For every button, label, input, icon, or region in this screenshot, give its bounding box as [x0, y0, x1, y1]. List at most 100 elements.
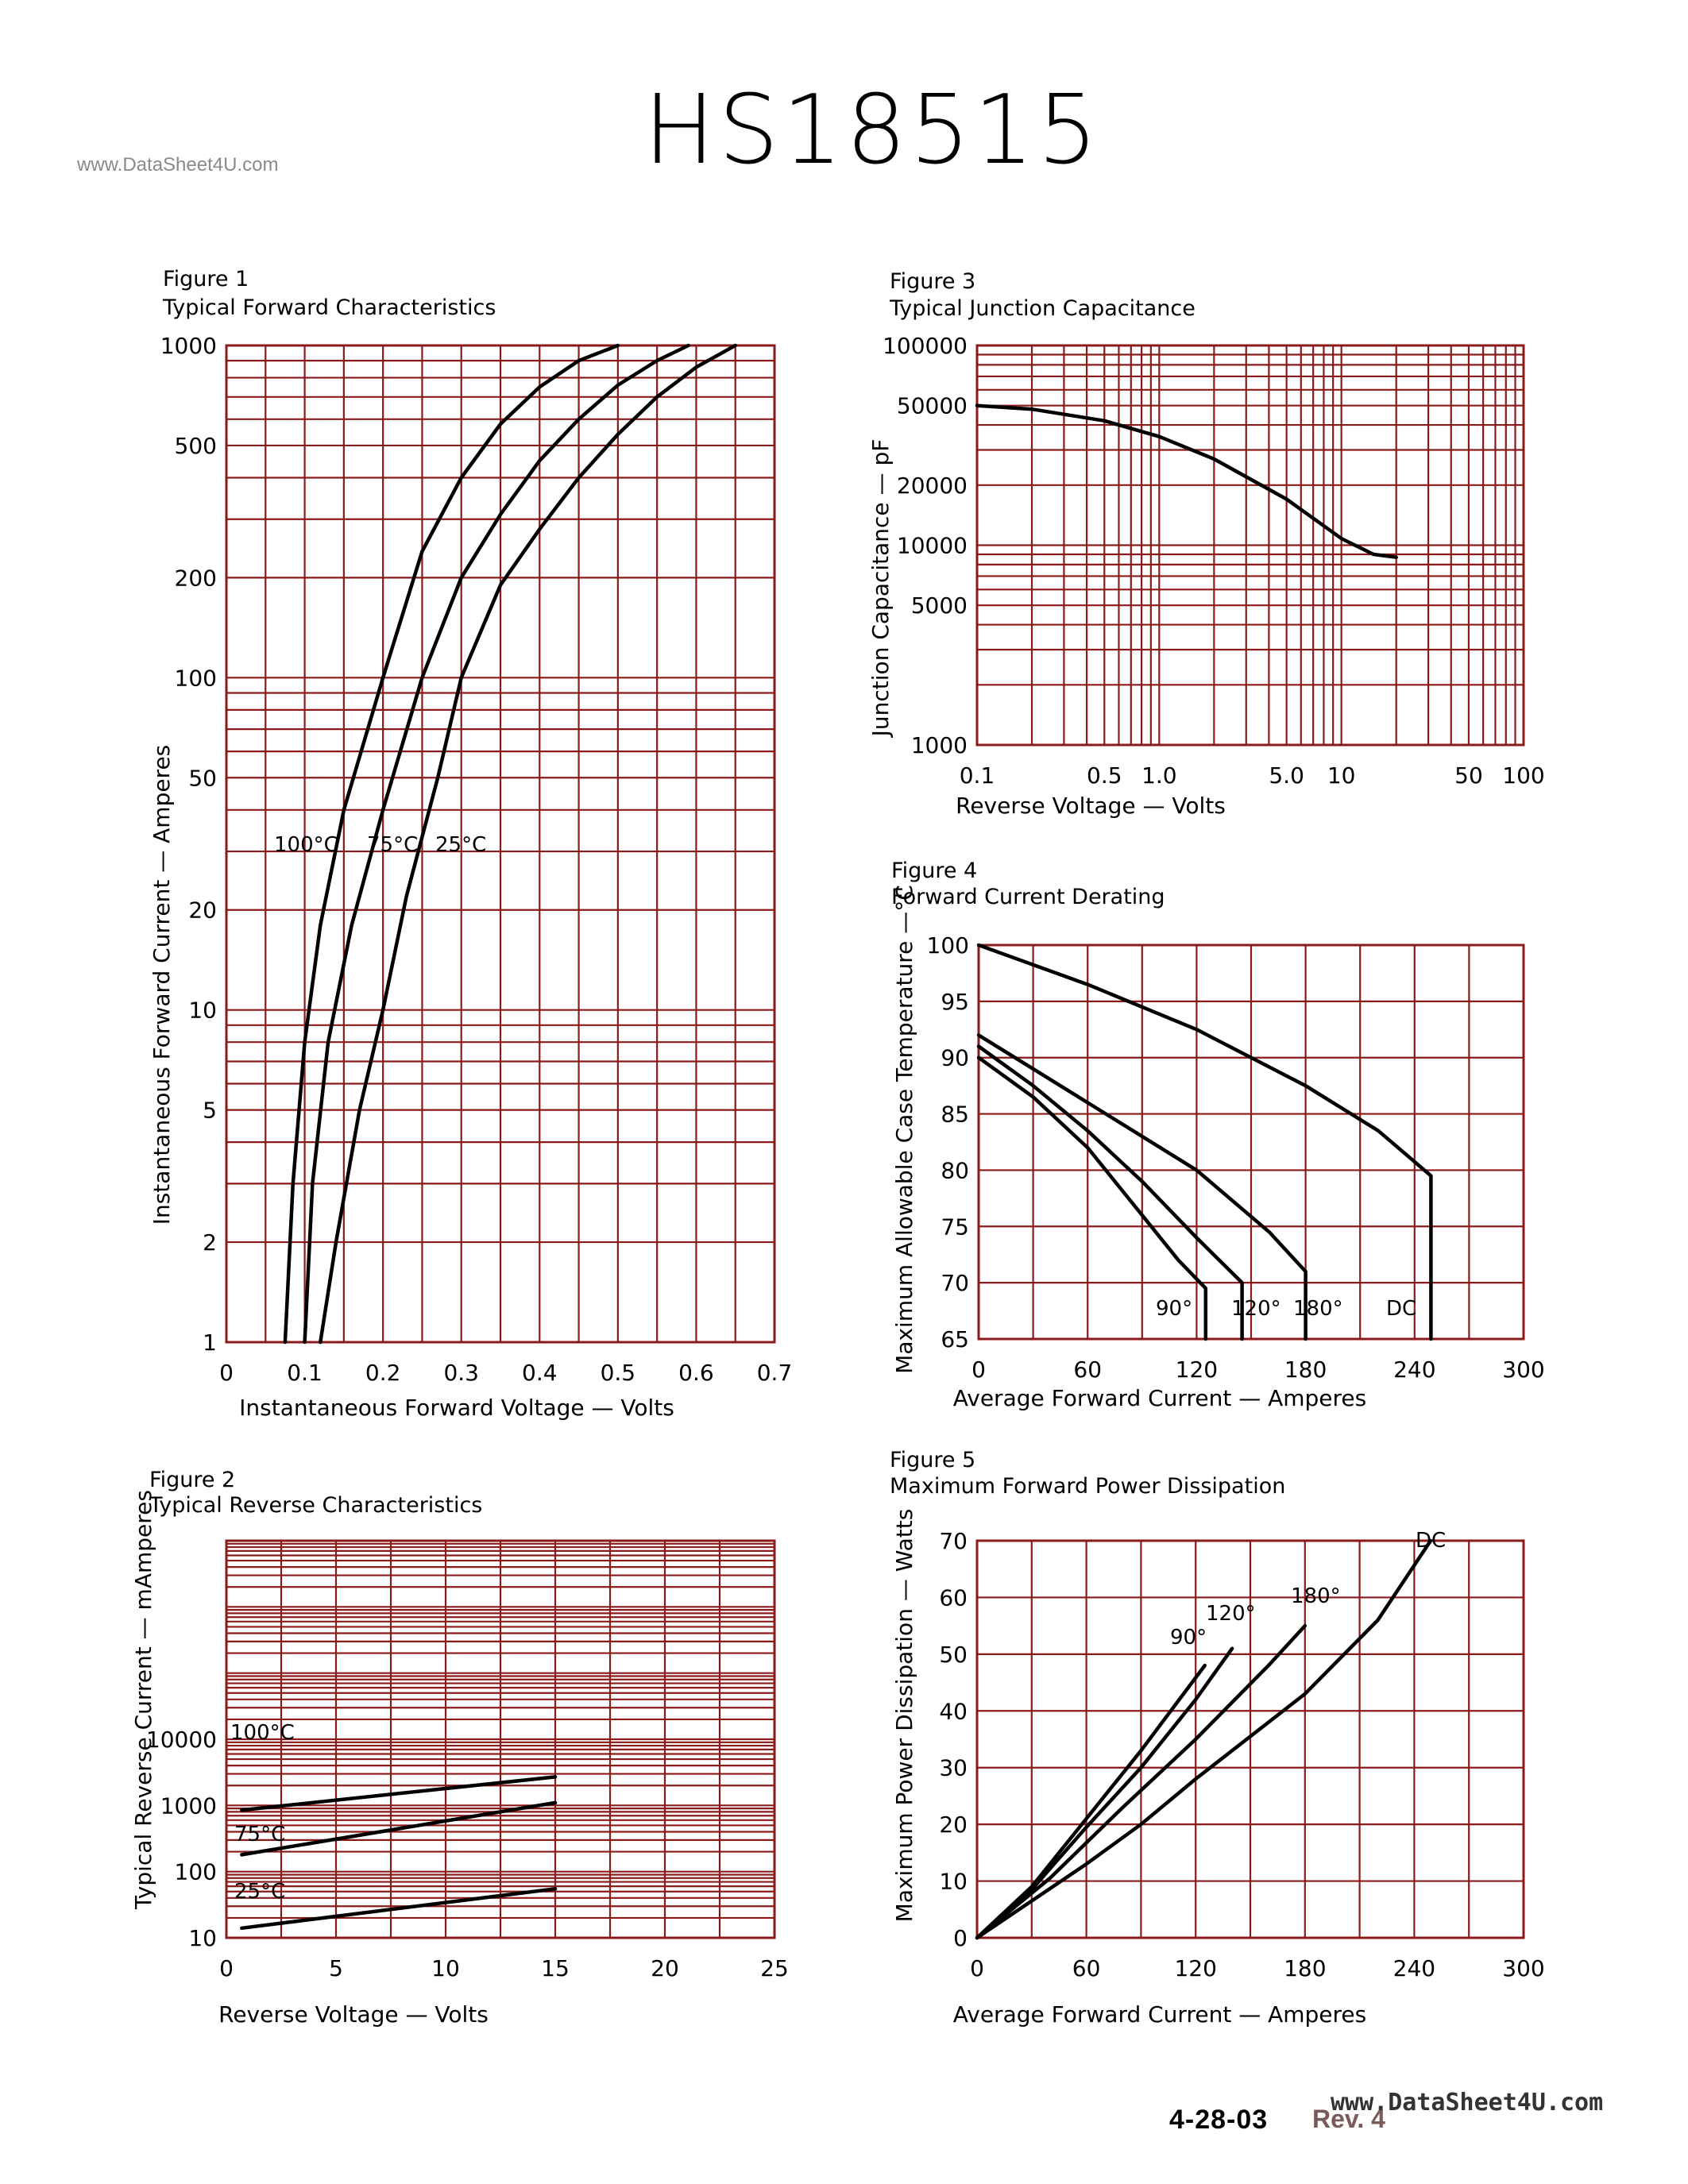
x-tick-label: 15 — [541, 1955, 570, 1981]
figure-5-curve-label-dc: DC — [1416, 1529, 1446, 1553]
series-line-25c — [319, 343, 737, 1345]
figure-5-curve-label-180: 180° — [1291, 1584, 1341, 1608]
figure-3-x-axis-label: Reverse Voltage — Volts — [956, 793, 1226, 819]
y-tick-label: 70 — [941, 1270, 969, 1296]
x-tick-label: 240 — [1393, 1356, 1435, 1383]
x-tick-label: 0.5 — [1087, 762, 1122, 789]
figure-3-y-ticks: 1000 5000 10000 20000 50000 100000 — [883, 333, 968, 758]
y-tick-label: 40 — [939, 1698, 968, 1724]
figure-5-curve-label-90: 90° — [1170, 1626, 1207, 1650]
page-title: HS18515 — [643, 75, 1102, 186]
x-tick-label: 25 — [760, 1955, 789, 1981]
figure-4-label: Figure 4 — [891, 859, 977, 883]
y-tick-label: 100 — [927, 932, 969, 959]
y-tick-label: 20000 — [897, 473, 968, 499]
y-tick-label: 65 — [941, 1326, 969, 1352]
footer-revision: Rev. 4 — [1312, 2105, 1385, 2133]
x-tick-label: 120 — [1174, 1955, 1216, 1981]
plot-frame — [977, 943, 1525, 1341]
figure-1-curves — [283, 343, 737, 1345]
series-line-180 — [976, 1033, 1308, 1341]
y-tick-label: 10 — [939, 1869, 968, 1895]
y-tick-label: 5000 — [911, 592, 968, 619]
plot-frame — [225, 1539, 776, 1939]
y-tick-label: 0 — [953, 1925, 968, 1951]
y-tick-label: 80 — [941, 1157, 969, 1183]
y-tick-label: 75 — [941, 1214, 969, 1240]
y-tick-label: 100 — [175, 665, 217, 691]
x-tick-label: 0.1 — [960, 762, 995, 789]
series-line-dc — [975, 1538, 1433, 1940]
y-tick-label: 10000 — [897, 533, 968, 559]
x-tick-label: 240 — [1393, 1955, 1435, 1981]
figure-4-grid — [977, 943, 1525, 1341]
figure-1: Figure 1 Typical Forward Characteristics… — [149, 267, 792, 1421]
x-tick-label: 60 — [1072, 1955, 1101, 1981]
y-tick-label: 20 — [188, 897, 217, 924]
y-tick-label: 10000 — [146, 1727, 217, 1753]
x-tick-label: 0 — [219, 1955, 234, 1981]
y-tick-label: 1000 — [160, 1792, 217, 1819]
figure-1-label: Figure 1 — [163, 267, 249, 291]
figure-2-curve-label-75c: 75°C — [234, 1823, 285, 1846]
y-tick-label: 1000 — [160, 333, 217, 359]
series-line-100c — [283, 343, 620, 1345]
y-tick-label: 1 — [203, 1329, 217, 1356]
x-tick-label: 300 — [1502, 1356, 1544, 1383]
figure-3-label: Figure 3 — [890, 269, 975, 294]
x-tick-label: 0 — [219, 1360, 234, 1386]
figure-1-title: Typical Forward Characteristics — [162, 295, 496, 320]
x-tick-label: 120 — [1176, 1356, 1218, 1383]
y-tick-label: 95 — [941, 989, 969, 1015]
figure-4-y-ticks: 65 70 75 80 85 90 95 100 — [927, 932, 969, 1352]
figure-1-curve-label-100c: 100°C — [274, 833, 338, 857]
y-tick-label: 10 — [188, 1925, 217, 1951]
y-tick-label: 2 — [203, 1229, 217, 1256]
figure-2-y-axis-label: Typical Reverse Current — mAmperes — [130, 1490, 156, 1910]
figure-2-y-ticks: 10 100 1000 10000 — [146, 1727, 217, 1951]
figure-5-curves — [975, 1538, 1433, 1940]
figure-2-grid — [225, 1539, 776, 1939]
figure-5-x-ticks: 0 60 120 180 240 300 — [970, 1955, 1545, 1981]
figure-4-curve-label-120: 120° — [1231, 1297, 1281, 1321]
x-tick-label: 60 — [1073, 1356, 1102, 1383]
figure-5-y-axis-label: Maximum Power Dissipation — Watts — [891, 1509, 917, 1923]
x-tick-label: 300 — [1502, 1955, 1544, 1981]
series-line-75c — [303, 343, 690, 1345]
series-line-25c — [240, 1887, 558, 1931]
figure-2-curves — [240, 1775, 558, 1931]
x-tick-label: 0.7 — [757, 1360, 793, 1386]
figure-5-title: Maximum Forward Power Dissipation — [890, 1474, 1285, 1499]
series-line-180 — [975, 1623, 1308, 1940]
x-tick-label: 180 — [1284, 1955, 1326, 1981]
y-tick-label: 30 — [939, 1755, 968, 1781]
figure-4-x-ticks: 0 60 120 180 240 300 — [971, 1356, 1545, 1383]
y-tick-label: 10 — [188, 997, 217, 1024]
figure-1-curve-label-75c: 75°C — [367, 833, 418, 857]
figure-2-title: Typical Reverse Characteristics — [149, 1493, 482, 1518]
y-tick-label: 90 — [941, 1045, 969, 1071]
watermark-bottom[interactable]: www.DataSheet4U.com — [1331, 2089, 1604, 2116]
series-line-120 — [976, 1044, 1244, 1341]
figure-5-y-ticks: 0 10 20 30 40 50 60 70 — [939, 1528, 968, 1951]
figure-3-grid — [975, 344, 1525, 747]
y-tick-label: 100 — [175, 1859, 217, 1885]
y-tick-label: 50 — [188, 765, 217, 791]
y-tick-label: 50 — [939, 1642, 968, 1668]
figure-2-x-ticks: 0 5 10 15 20 25 — [219, 1955, 789, 1981]
watermark-top[interactable]: www.DataSheet4U.com — [77, 154, 279, 176]
figure-5: Figure 5 Maximum Forward Power Dissipati… — [890, 1448, 1545, 2028]
footer-date: 4-28-03 — [1169, 2105, 1269, 2135]
figure-4-curve-label-180: 180° — [1293, 1297, 1343, 1321]
figure-2-x-axis-label: Reverse Voltage — Volts — [218, 2001, 489, 2028]
x-tick-label: 50 — [1454, 762, 1483, 789]
x-tick-label: 1.0 — [1141, 762, 1177, 789]
y-tick-label: 200 — [175, 565, 217, 591]
figure-3-x-ticks: 0.1 0.5 1.0 5.0 10 50 100 — [960, 762, 1545, 789]
figure-4: Figure 4 Forward Current Derating 0 60 120… — [891, 859, 1545, 1411]
x-tick-label: 10 — [431, 1955, 460, 1981]
x-tick-label: 0.3 — [443, 1360, 479, 1386]
figure-5-curve-label-120: 120° — [1206, 1602, 1256, 1626]
x-tick-label: 180 — [1284, 1356, 1327, 1383]
